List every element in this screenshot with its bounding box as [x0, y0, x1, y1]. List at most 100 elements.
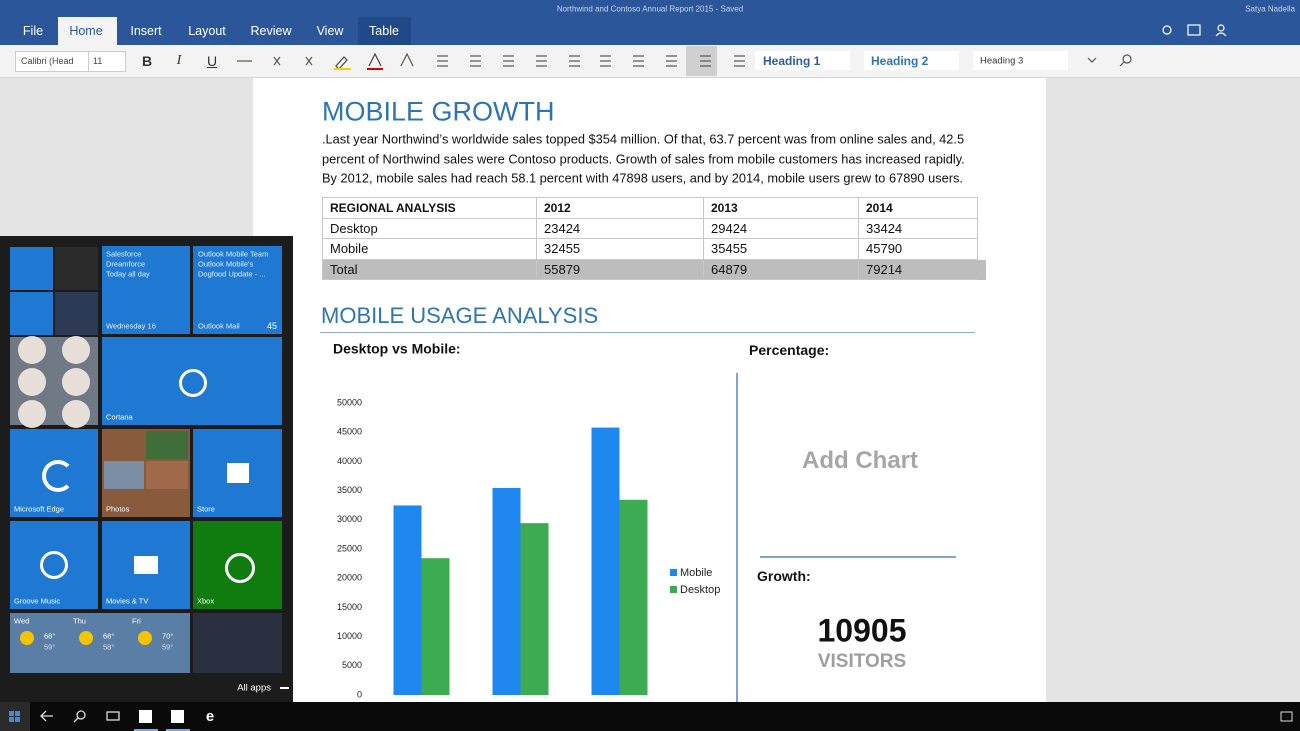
user-name: Satya Nadella [1245, 4, 1295, 14]
weather-icon [138, 631, 152, 645]
ribbon-tab[interactable]: View [316, 24, 344, 38]
calendar-tile [102, 246, 190, 334]
toolbar-icons [237, 24, 1227, 70]
weather-low: 58° [103, 642, 115, 652]
mail-count: 45 [266, 321, 277, 331]
regional-table: REGIONAL ANALYSIS 2012 2013 2014 Desktop 2342… [322, 197, 978, 280]
ribbon-tab[interactable]: Table [369, 24, 399, 38]
tile-text: Dogfood Update - ... [198, 269, 266, 279]
table-cell: 79214 [858, 258, 978, 280]
weather-high: 68° [44, 631, 56, 641]
y-tick-label: 35000 [337, 485, 362, 495]
legend-swatch [670, 569, 677, 576]
tile-label[interactable]: Photos [106, 504, 130, 514]
y-tick-label: 50000 [337, 397, 362, 407]
weather-day: Thu [73, 616, 86, 626]
ribbon-tab[interactable]: Home [69, 24, 103, 38]
table-cell: 32455 [536, 238, 704, 260]
table-cell: Mobile [322, 238, 537, 260]
font-name: Calibri (Head [21, 56, 74, 66]
y-tick-label: 25000 [337, 543, 362, 553]
weather-high: 68° [103, 631, 115, 641]
table-cell: 64879 [703, 258, 859, 280]
bar [393, 505, 422, 695]
skype-tile [55, 247, 98, 290]
y-tick-label: 0 [357, 689, 362, 699]
style-box[interactable] [864, 51, 959, 70]
weather-icon [20, 631, 34, 645]
format-button[interactable]: U [206, 53, 218, 69]
add-chart[interactable]: Add Chart [802, 447, 918, 474]
ribbon-tab[interactable]: Review [250, 24, 292, 38]
size-box[interactable] [88, 51, 126, 72]
legend-swatch [670, 586, 677, 593]
doc-heading: MOBILE GROWTH [322, 96, 555, 127]
weather-icon [79, 631, 93, 645]
person-photo [18, 400, 46, 428]
weather-tile [10, 613, 190, 673]
tile-label[interactable]: Store [197, 504, 215, 514]
growth-label: Growth: [757, 568, 811, 584]
ribbon-tab[interactable]: Layout [188, 24, 226, 38]
table-cell: 33424 [858, 217, 978, 239]
tile-label[interactable]: Movies & TV [106, 596, 149, 606]
table-cell: 2012 [536, 197, 704, 219]
tile-label[interactable]: Xbox [197, 596, 215, 606]
style-option[interactable]: Heading 2 [871, 54, 929, 68]
bar [591, 427, 620, 695]
table-cell: 55879 [536, 258, 704, 280]
facebook-tile [55, 292, 98, 335]
edge-glyph [42, 460, 74, 492]
tile-text: Today all day [106, 269, 150, 279]
video-tile [193, 613, 282, 673]
bar [492, 487, 521, 695]
tile-label: Outlook Mail [198, 321, 240, 331]
tile-label[interactable]: Groove Music [14, 596, 61, 606]
taskbar [0, 702, 1300, 731]
format-button[interactable]: B [141, 53, 153, 69]
growth-unit: VISITORS [817, 651, 907, 672]
legend-label: Desktop [680, 584, 720, 596]
format-button[interactable]: I [176, 53, 182, 68]
style-box[interactable] [755, 51, 850, 70]
y-tick-label: 15000 [337, 602, 362, 612]
table-tab-bg [358, 17, 411, 45]
tile-label[interactable]: Cortana [106, 412, 133, 422]
divider [760, 556, 956, 558]
tile-text: Outlook Mobile Team [198, 249, 269, 259]
tile-label[interactable]: Microsoft Edge [14, 504, 65, 514]
all-apps[interactable]: All apps [237, 682, 271, 694]
paragraph-line: percent of Northwind sales were Contoso … [322, 151, 965, 167]
photo-cell [146, 431, 188, 459]
table-row: Mobile 32455 35455 45790 [322, 238, 978, 260]
tile-label: Wednesday 16 [106, 321, 156, 331]
ribbon-tab[interactable]: File [22, 24, 44, 38]
table-cell: 45790 [858, 238, 978, 260]
style-option[interactable]: Heading 3 [980, 55, 1024, 67]
person-photo [62, 400, 90, 428]
bar [520, 523, 549, 695]
document-page [253, 78, 1046, 702]
table-cell: 2014 [858, 197, 978, 219]
section-heading: MOBILE USAGE ANALYSIS [321, 303, 599, 328]
style-box[interactable] [973, 51, 1068, 70]
y-tick-label: 10000 [337, 631, 362, 641]
heading-rule [320, 332, 975, 333]
person-photo [18, 368, 46, 396]
y-tick-label: 40000 [337, 456, 362, 466]
taskbar-icons: e [0, 702, 1293, 731]
font-size: 11 [93, 56, 103, 66]
svg-text:e: e [206, 708, 214, 725]
table-cell: 35455 [703, 238, 859, 260]
style-option[interactable]: Heading 1 [763, 54, 821, 68]
phone-tile [10, 247, 53, 290]
table-row: Desktop 23424 29424 33424 [322, 217, 978, 239]
paragraph-line: By 2012, mobile sales had reach 58.1 per… [322, 170, 963, 186]
y-tick-label: 5000 [342, 660, 362, 670]
ribbon-tab[interactable]: Insert [130, 24, 162, 38]
weather-low: 59° [44, 642, 56, 652]
bar [619, 499, 648, 695]
weather-day: Fri [132, 616, 141, 626]
groove-glyph [40, 551, 68, 579]
